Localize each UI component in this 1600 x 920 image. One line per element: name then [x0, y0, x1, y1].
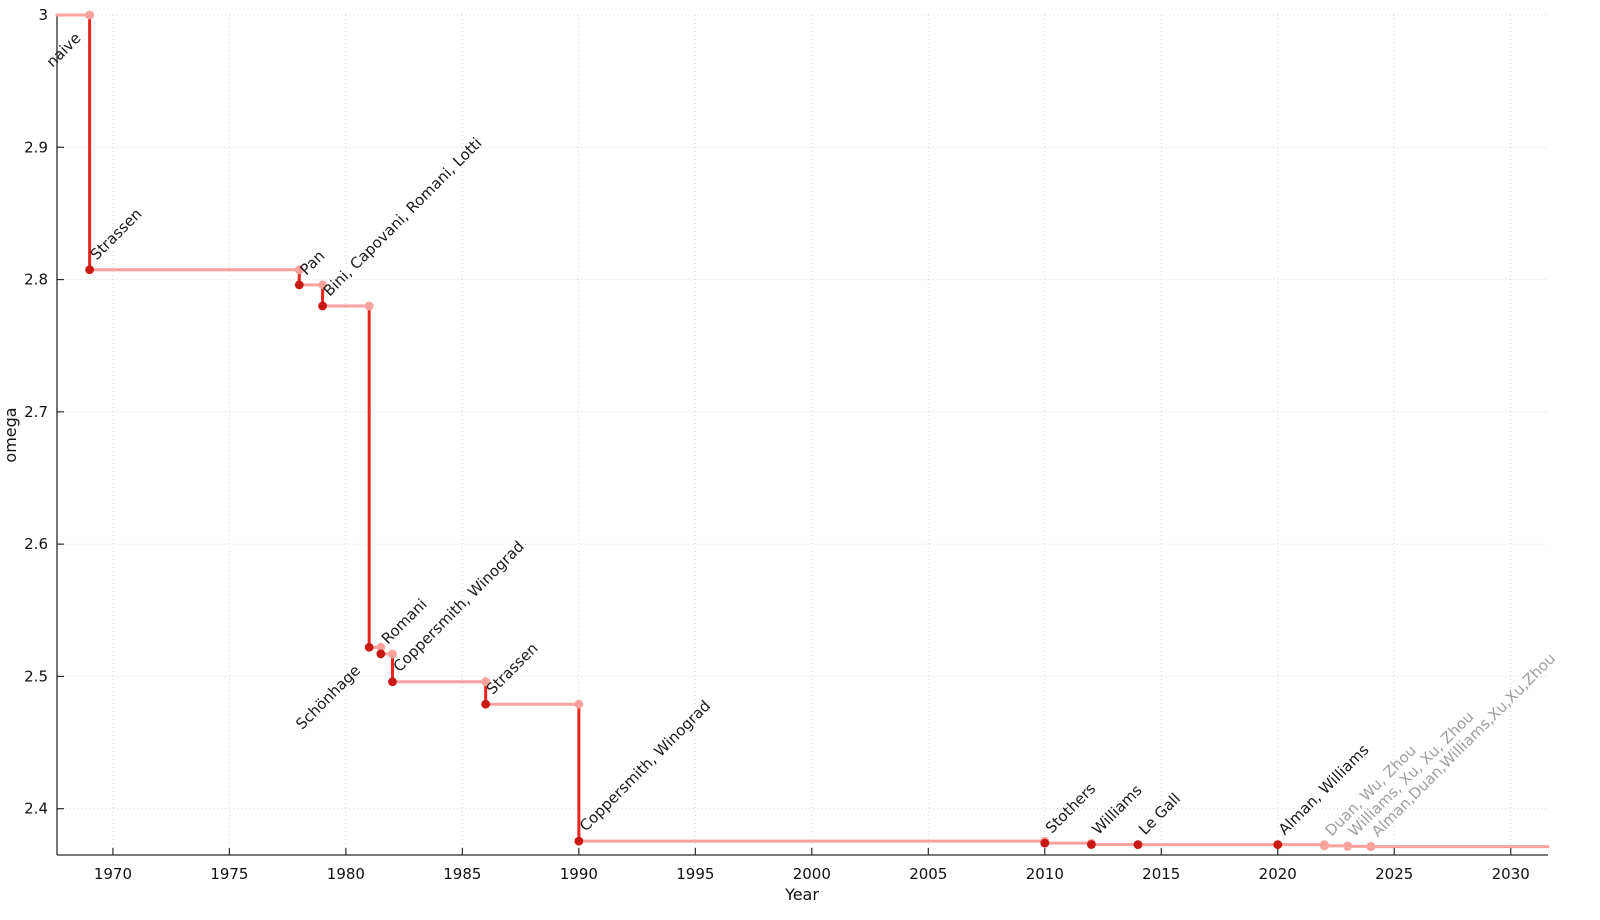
event-label: Bini, Capovani, Romani, Lotti [320, 134, 486, 300]
data-points [85, 10, 1376, 852]
data-point-record [1343, 841, 1353, 851]
y-tick-label: 3 [38, 6, 48, 24]
data-point-record [388, 677, 397, 687]
data-point-corner [388, 649, 397, 659]
x-tick-label: 2010 [1026, 865, 1064, 883]
axes [56, 15, 1548, 856]
data-point-record [85, 265, 95, 275]
x-tick-label: 2015 [1142, 865, 1180, 883]
x-tick-label: 1985 [443, 865, 481, 883]
data-point-record [1086, 840, 1096, 849]
x-tick-label: 2025 [1375, 865, 1413, 883]
data-point-record [294, 280, 304, 290]
data-point-corner [294, 265, 304, 275]
data-point-corner [85, 10, 95, 20]
data-point-record [1273, 840, 1283, 850]
x-tick-label: 2030 [1492, 865, 1530, 883]
data-point-record [574, 836, 584, 846]
data-point-record [364, 642, 374, 652]
y-tick-label: 2.8 [24, 271, 48, 289]
data-point-corner [376, 642, 386, 652]
data-point-corner [481, 677, 491, 687]
event-label: naive [43, 29, 85, 71]
y-tick-label: 2.9 [24, 138, 48, 156]
x-tick-label: 2020 [1259, 865, 1297, 883]
data-point-record [1366, 842, 1376, 852]
event-label: Williams [1088, 781, 1145, 838]
x-tick-label: 1970 [94, 865, 132, 883]
x-axis-title: Year [784, 885, 819, 904]
event-label: Williams, Xu, Xu, Zhou [1345, 708, 1478, 841]
data-point-record [1040, 838, 1050, 848]
event-label: Coppersmith, Winograd [576, 697, 714, 835]
y-tick-label: 2.5 [24, 667, 48, 685]
x-tick-label: 1975 [210, 865, 248, 883]
y-axis-title: omega [1, 407, 20, 462]
data-point-corner [364, 301, 374, 311]
tick-marks [57, 14, 1512, 855]
event-label: Alman,Duan,Williams,Xu,Xu,Zhou [1368, 649, 1559, 840]
data-point-corner [574, 699, 584, 709]
event-label: Schönhage [292, 661, 364, 733]
x-tick-label: 2005 [909, 865, 947, 883]
data-point-record [318, 301, 327, 311]
data-point-record [481, 699, 491, 709]
data-point-record [376, 649, 386, 659]
x-tick-label: 1995 [676, 865, 714, 883]
data-point-record [1319, 841, 1329, 851]
step-line [55, 13, 1550, 849]
event-label: Pan [296, 247, 328, 279]
x-tick-label: 1980 [327, 865, 365, 883]
y-tick-label: 2.6 [24, 535, 48, 553]
x-tick-label: 1990 [560, 865, 598, 883]
grid [57, 14, 1548, 855]
event-label: Strassen [87, 205, 146, 264]
y-tick-label: 2.7 [24, 403, 48, 421]
x-tick-label: 2000 [793, 865, 831, 883]
tick-labels: 1970 1975 1980 1985 1990 1995 2000 2005 2010 2015… [24, 6, 1530, 883]
plot-area: 1970 1975 1980 1985 1990 1995 2000 2005 2010 2015… [24, 6, 1559, 883]
y-tick-label: 2.4 [24, 800, 48, 818]
data-point-corner [318, 280, 327, 290]
event-label: Strassen [483, 639, 542, 698]
data-point-record [1133, 840, 1143, 849]
